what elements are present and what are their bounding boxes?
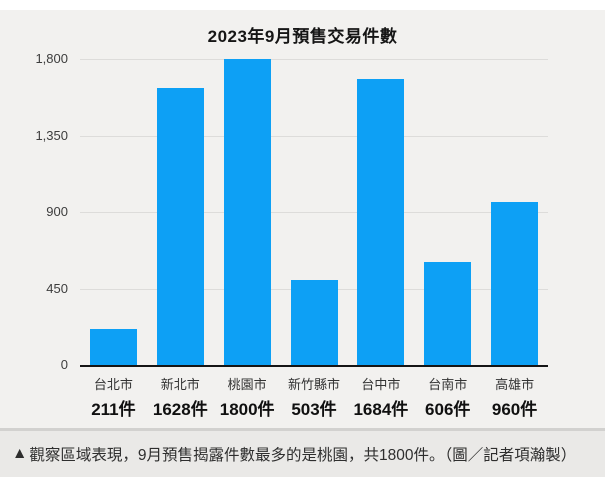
plot-area: 0 450 900 1,350 1,800 (35, 51, 548, 372)
bar-value-label: 503件 (291, 400, 337, 419)
x-axis-label: 桃園市 (227, 377, 267, 392)
x-axis-label: 台南市 (428, 377, 468, 392)
bar-value-label: 606件 (425, 400, 471, 419)
caption-text: 觀察區域表現，9月預售揭露件數最多的是桃園，共1800件。（圖／記者項瀚製） (29, 447, 577, 464)
y-tick-label: 1,350 (35, 127, 68, 143)
bars-container (80, 59, 548, 365)
bar-slot (214, 59, 281, 365)
x-axis-line (80, 365, 548, 367)
bar-value-label: 1628件 (152, 400, 208, 419)
y-tick-label: 0 (60, 357, 68, 372)
bar-chart-figure: 2023年9月預售交易件數 0 450 900 1,350 1,800 台北市 新北市 桃園… (0, 10, 605, 428)
chart-title: 2023年9月預售交易件數 (207, 27, 398, 46)
x-axis-label: 台北市 (93, 377, 133, 392)
caption-bar: ▲ 觀察區域表現，9月預售揭露件數最多的是桃園，共1800件。（圖／記者項瀚製） (0, 431, 605, 477)
bar-value-label: 211件 (91, 400, 136, 419)
bar (223, 59, 271, 365)
value-labels: 211件 1628件 1800件 503件 1684件 606件 960件 (80, 395, 548, 420)
x-axis-label: 新北市 (160, 377, 200, 392)
bar-value-label: 1684件 (353, 400, 409, 419)
gridline (80, 212, 548, 213)
bar (89, 329, 137, 365)
bar-slot (414, 59, 481, 365)
bar-value-label: 960件 (491, 400, 538, 419)
y-tick-label: 900 (46, 204, 68, 219)
bar-slot (481, 59, 548, 365)
gridline (80, 135, 548, 137)
bar-slot (147, 59, 214, 365)
bar-value-label: 1800件 (219, 400, 275, 419)
y-tick-label: 1,800 (35, 51, 68, 66)
bar-slot (347, 59, 414, 365)
x-axis-label: 新竹縣市 (288, 377, 341, 392)
y-tick-label: 450 (46, 280, 68, 296)
bar (491, 201, 539, 365)
caption-divider (0, 428, 605, 431)
caption-marker-icon: ▲ (12, 445, 28, 462)
x-axis-label: 台中市 (361, 377, 401, 392)
x-axis-labels: 台北市 新北市 桃園市 新竹縣市 台中市 台南市 高雄市 (80, 374, 548, 393)
bar-slot (80, 59, 147, 365)
bar (357, 78, 405, 365)
bar (290, 279, 338, 365)
bar-slot (281, 59, 348, 365)
x-axis-label: 高雄市 (495, 377, 535, 392)
bar (424, 261, 472, 365)
gridline (80, 59, 548, 60)
bar (156, 88, 204, 365)
